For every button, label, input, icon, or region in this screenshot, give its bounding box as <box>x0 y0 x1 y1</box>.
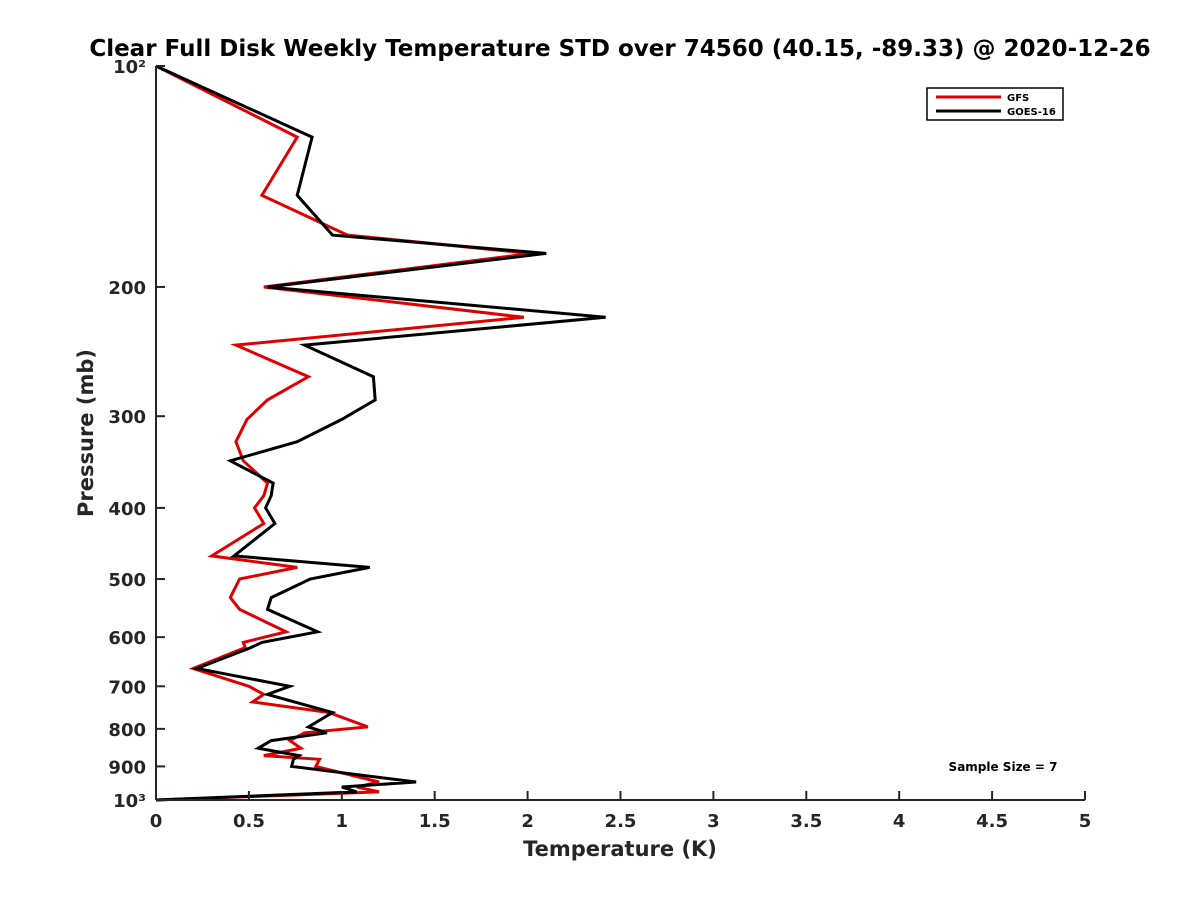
x-axis-label: Temperature (K) <box>523 837 717 861</box>
series-line <box>155 64 606 802</box>
x-tick-label: 5 <box>1079 811 1092 832</box>
series-goes-16 <box>155 64 606 802</box>
y-tick-label: 10² <box>113 57 146 78</box>
x-tick-label: 0 <box>150 811 163 832</box>
y-tick-label: 700 <box>108 677 146 698</box>
x-tick-label: 3 <box>707 811 720 832</box>
x-tick-label: 4.5 <box>976 811 1008 832</box>
x-tick-label: 1.5 <box>419 811 451 832</box>
y-tick-label: 400 <box>108 499 146 520</box>
x-tick-label: 1 <box>336 811 349 832</box>
legend-label: GOES-16 <box>1007 107 1056 118</box>
x-tick-label: 0.5 <box>233 811 265 832</box>
y-axis: 10² 200 300 400 500 600 700 800 900 10³ <box>108 57 165 812</box>
x-tick-label: 3.5 <box>790 811 822 832</box>
y-tick-label: 300 <box>108 407 146 428</box>
x-tick-label: 2.5 <box>605 811 637 832</box>
legend-box <box>926 87 1064 121</box>
series-line <box>155 64 532 802</box>
y-tick-label: 10³ <box>113 791 146 812</box>
y-tick-label: 600 <box>108 628 146 649</box>
y-tick-label: 900 <box>108 757 146 778</box>
series-layer <box>155 64 606 802</box>
legend: GFS GOES-16 <box>926 87 1064 121</box>
y-tick-label: 500 <box>108 570 146 591</box>
x-tick-label: 4 <box>893 811 906 832</box>
x-axis: 0 0.5 1 1.5 2 2.5 3 3.5 4 4.5 5 <box>150 791 1092 832</box>
series-gfs <box>155 64 532 802</box>
legend-label: GFS <box>1007 93 1029 104</box>
chart-title: Clear Full Disk Weekly Temperature STD o… <box>89 36 1150 62</box>
x-tick-label: 2 <box>521 811 534 832</box>
y-tick-label: 200 <box>108 278 146 299</box>
sample-size-annotation: Sample Size = 7 <box>949 760 1058 774</box>
y-tick-label: 800 <box>108 720 146 741</box>
y-axis-label: Pressure (mb) <box>74 349 98 517</box>
